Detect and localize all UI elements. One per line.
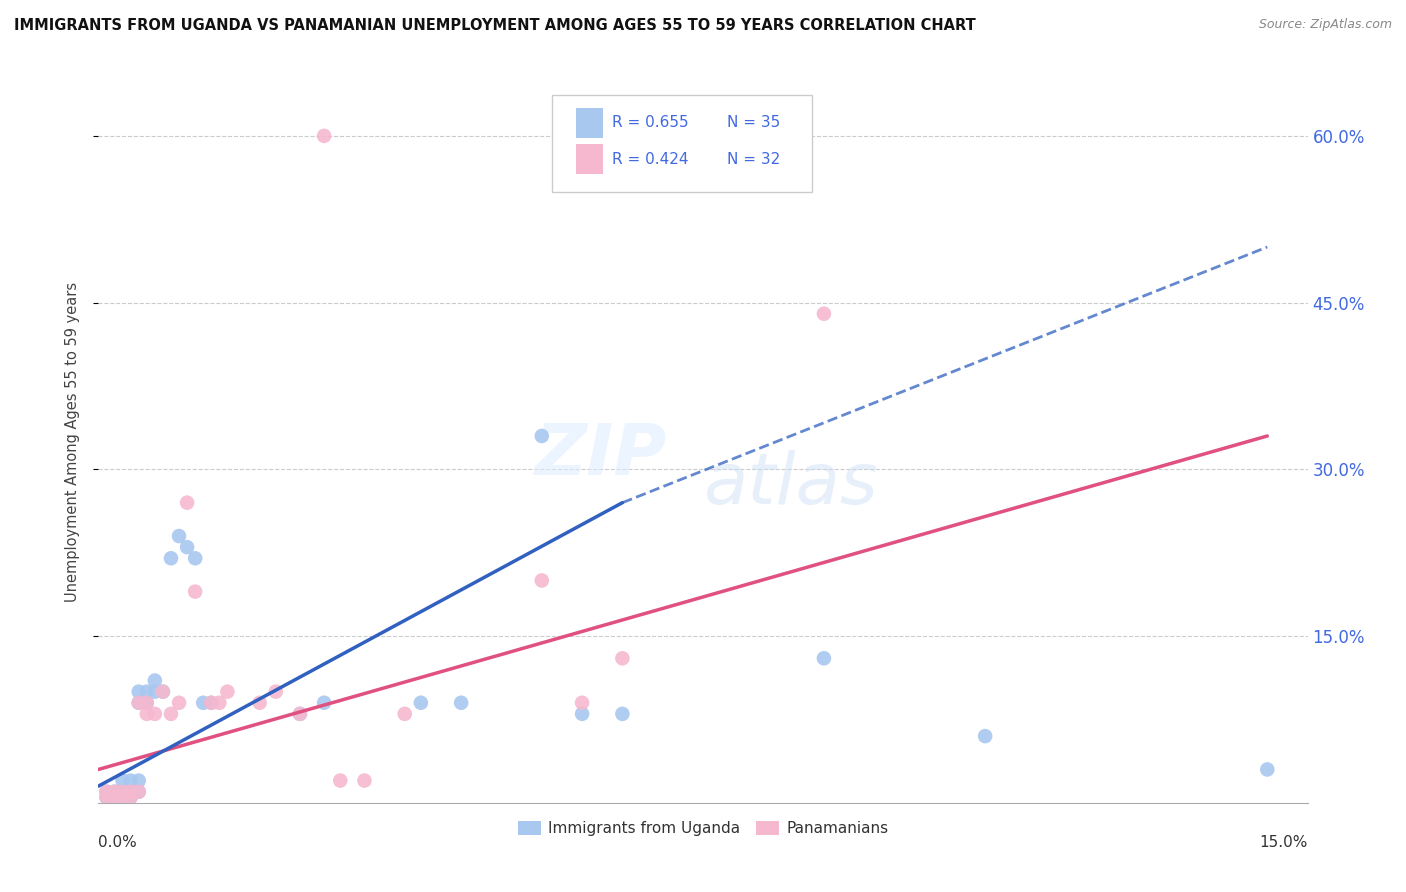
Point	[120, 773, 142, 788]
Point	[160, 551, 183, 566]
Point	[128, 684, 150, 698]
Point	[167, 529, 190, 543]
Point	[264, 684, 287, 698]
Point	[128, 773, 150, 788]
Point	[152, 684, 174, 698]
Text: atlas: atlas	[703, 450, 877, 519]
Point	[217, 684, 239, 698]
Point	[314, 696, 336, 710]
Point	[1256, 763, 1278, 777]
Point	[111, 773, 134, 788]
Text: Source: ZipAtlas.com: Source: ZipAtlas.com	[1258, 18, 1392, 31]
Point	[813, 651, 835, 665]
Point	[813, 307, 835, 321]
Point	[103, 790, 125, 805]
Point	[120, 790, 142, 805]
Point	[530, 429, 553, 443]
Point	[96, 785, 118, 799]
Point	[288, 706, 311, 721]
Point	[128, 785, 150, 799]
Point	[249, 696, 271, 710]
FancyBboxPatch shape	[576, 144, 603, 174]
Point	[208, 696, 231, 710]
Text: N = 35: N = 35	[727, 115, 780, 130]
Text: N = 32: N = 32	[727, 152, 780, 167]
Point	[111, 790, 134, 805]
Point	[96, 790, 118, 805]
Point	[571, 696, 593, 710]
Legend: Immigrants from Uganda, Panamanians: Immigrants from Uganda, Panamanians	[512, 814, 894, 842]
Point	[200, 696, 222, 710]
FancyBboxPatch shape	[576, 108, 603, 138]
Point	[96, 790, 118, 805]
Text: R = 0.655: R = 0.655	[613, 115, 689, 130]
Point	[135, 696, 157, 710]
Text: ZIP: ZIP	[534, 422, 666, 491]
Point	[120, 785, 142, 799]
Point	[184, 551, 207, 566]
Point	[314, 128, 336, 143]
Point	[96, 785, 118, 799]
Point	[176, 540, 198, 554]
Point	[120, 790, 142, 805]
Point	[974, 729, 997, 743]
Point	[143, 673, 166, 688]
Point	[135, 696, 157, 710]
Point	[143, 684, 166, 698]
FancyBboxPatch shape	[551, 95, 811, 193]
Point	[135, 706, 157, 721]
Point	[394, 706, 416, 721]
Text: 15.0%: 15.0%	[1260, 835, 1308, 850]
Point	[152, 684, 174, 698]
Text: IMMIGRANTS FROM UGANDA VS PANAMANIAN UNEMPLOYMENT AMONG AGES 55 TO 59 YEARS CORR: IMMIGRANTS FROM UGANDA VS PANAMANIAN UNE…	[14, 18, 976, 33]
Point	[193, 696, 215, 710]
Text: R = 0.424: R = 0.424	[613, 152, 689, 167]
Point	[353, 773, 375, 788]
Point	[200, 696, 222, 710]
Point	[111, 785, 134, 799]
Point	[103, 790, 125, 805]
Point	[103, 785, 125, 799]
Point	[329, 773, 352, 788]
Point	[409, 696, 432, 710]
Point	[160, 706, 183, 721]
Point	[184, 584, 207, 599]
Point	[120, 785, 142, 799]
Point	[176, 496, 198, 510]
Point	[612, 651, 634, 665]
Point	[143, 706, 166, 721]
Point	[103, 785, 125, 799]
Y-axis label: Unemployment Among Ages 55 to 59 years: Unemployment Among Ages 55 to 59 years	[65, 282, 80, 601]
Point	[571, 706, 593, 721]
Point	[128, 785, 150, 799]
Point	[135, 684, 157, 698]
Point	[128, 696, 150, 710]
Point	[128, 696, 150, 710]
Point	[111, 785, 134, 799]
Point	[288, 706, 311, 721]
Point	[530, 574, 553, 588]
Point	[111, 790, 134, 805]
Point	[167, 696, 190, 710]
Point	[612, 706, 634, 721]
Point	[450, 696, 472, 710]
Text: 0.0%: 0.0%	[98, 835, 138, 850]
